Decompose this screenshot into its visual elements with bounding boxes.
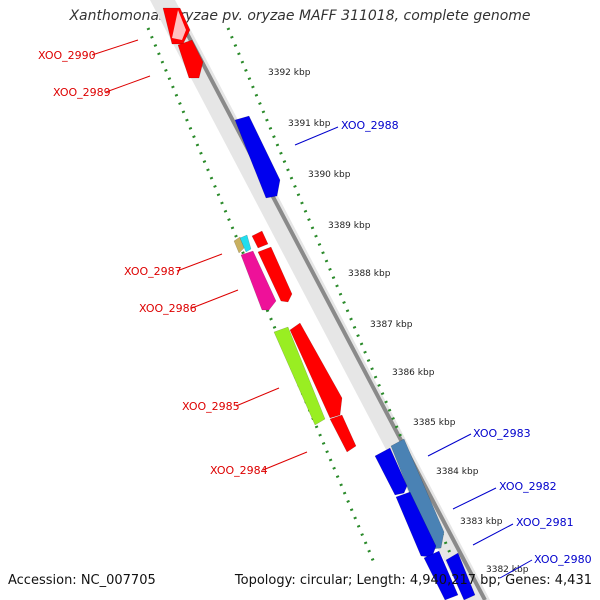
gene-leader-line bbox=[91, 39, 139, 56]
scale-label: 3385 kbp bbox=[413, 418, 456, 428]
gene-label[interactable]: XOO_2983 bbox=[473, 427, 531, 440]
gene-leader-line bbox=[235, 387, 280, 407]
backbone-line bbox=[178, 19, 487, 600]
gene-label[interactable]: XOO_2989 bbox=[53, 86, 111, 99]
gene-leader-line bbox=[452, 487, 497, 510]
scale-labels: 3392 kbp 3391 kbp 3390 kbp 3389 kbp 3388 kbp… bbox=[268, 68, 529, 575]
gene-arrow[interactable] bbox=[374, 447, 408, 496]
gene-arrow[interactable] bbox=[257, 246, 293, 303]
scale-label: 3384 kbp bbox=[436, 467, 479, 477]
gene-arrow[interactable] bbox=[177, 39, 204, 79]
gene-arrow[interactable] bbox=[395, 491, 437, 558]
gene-label[interactable]: XOO_2988 bbox=[341, 119, 399, 132]
scale-label: 3392 kbp bbox=[268, 68, 311, 78]
gene-arrow[interactable] bbox=[273, 326, 326, 426]
gene-leader-line bbox=[176, 253, 223, 272]
gene-arrow[interactable] bbox=[289, 322, 343, 419]
gene-label[interactable]: XOO_2986 bbox=[139, 302, 197, 315]
gene-label[interactable]: XOO_2985 bbox=[182, 400, 240, 413]
gene-leader-line bbox=[294, 126, 339, 146]
gene-leader-line bbox=[262, 451, 308, 471]
gene-arrow[interactable] bbox=[240, 250, 277, 311]
topology-summary: Topology: circular; Length: 4,940,217 bp… bbox=[234, 573, 592, 588]
gene-leader-line bbox=[499, 559, 533, 579]
gene-label[interactable]: XOO_2990 bbox=[38, 49, 96, 62]
gene-leader-line bbox=[191, 289, 239, 309]
gene-arrow[interactable] bbox=[329, 414, 357, 453]
scale-label: 3383 kbp bbox=[460, 517, 503, 527]
gene-features bbox=[162, 7, 476, 600]
gene-arrow[interactable] bbox=[251, 230, 269, 249]
gene-arrow-faded bbox=[172, 10, 186, 40]
gene-arrow[interactable] bbox=[233, 236, 245, 254]
gene-label[interactable]: XOO_2982 bbox=[499, 480, 557, 493]
gene-label[interactable]: XOO_2984 bbox=[210, 464, 268, 477]
scale-label: 3389 kbp bbox=[328, 221, 371, 231]
scale-label: 3388 kbp bbox=[348, 269, 391, 279]
gene-arrow[interactable] bbox=[445, 552, 476, 600]
scale-label: 3391 kbp bbox=[288, 119, 331, 129]
gene-labels: XOO_2990 XOO_2989 XOO_2988 XOO_2987 XOO_2986… bbox=[38, 39, 592, 579]
gene-arrow[interactable] bbox=[234, 115, 281, 199]
scale-label: 3387 kbp bbox=[370, 320, 413, 330]
gene-arrow[interactable] bbox=[423, 550, 459, 600]
scale-label: 3390 kbp bbox=[308, 170, 351, 180]
gene-label[interactable]: XOO_2987 bbox=[124, 265, 182, 278]
gene-leader-line bbox=[427, 433, 472, 457]
gene-label[interactable]: XOO_2981 bbox=[516, 516, 574, 529]
scale-label: 3386 kbp bbox=[392, 368, 435, 378]
scale-label: 3382 kbp bbox=[486, 565, 529, 575]
gene-leader-line bbox=[105, 75, 151, 93]
gene-leader-line bbox=[472, 523, 514, 546]
gene-label[interactable]: XOO_2980 bbox=[534, 553, 592, 566]
gene-arrow[interactable] bbox=[239, 234, 252, 253]
accession-text: Accession: NC_007705 bbox=[8, 573, 156, 588]
